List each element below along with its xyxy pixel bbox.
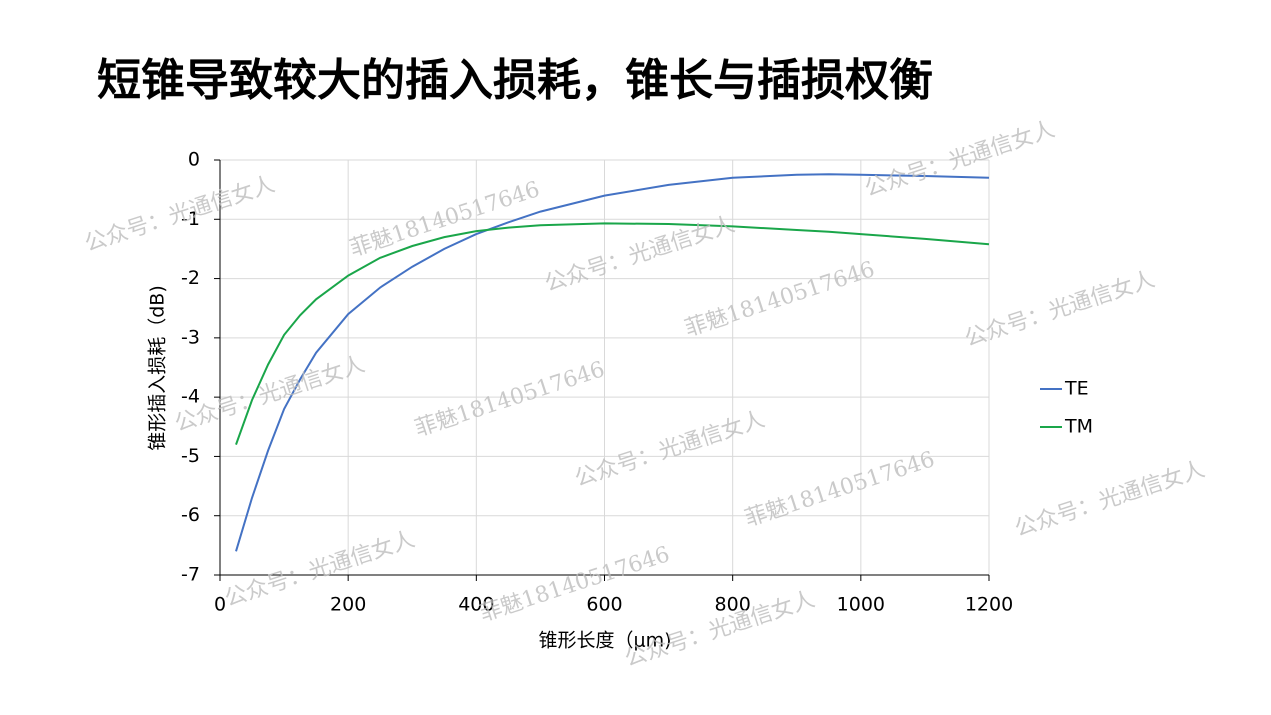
x-tick-label: 600 [586, 594, 622, 616]
x-tick-label: 1000 [837, 594, 885, 616]
legend-label: TE [1064, 378, 1089, 400]
legend-label: TM [1064, 416, 1093, 438]
x-tick-label: 400 [458, 594, 494, 616]
x-tick-label: 0 [214, 594, 226, 616]
y-tick-label: -4 [181, 386, 200, 408]
watermark: 公众号：光通信女人 [572, 407, 768, 492]
line-series [235, 173, 990, 552]
y-axis-label: 锥形插入损耗（dB) [147, 285, 169, 451]
watermark: 公众号：光通信女人 [962, 267, 1158, 352]
y-tick-label: -2 [181, 267, 200, 289]
y-tick-label: -7 [181, 564, 200, 586]
line-series [235, 222, 990, 445]
watermark: 菲魅18140517646 [682, 257, 878, 342]
watermark: 公众号：光通信女人 [1012, 457, 1208, 542]
y-tick-label: -6 [181, 504, 200, 526]
y-tick-label: 0 [188, 149, 200, 171]
watermark: 公众号：光通信女人 [82, 172, 278, 257]
x-tick-label: 200 [330, 594, 366, 616]
y-tick-label: -5 [181, 445, 200, 467]
watermark: 菲魅18140517646 [412, 357, 608, 442]
watermark: 公众号：光通信女人 [172, 352, 368, 437]
x-tick-label: 1200 [965, 594, 1013, 616]
x-axis-label: 锥形长度（μm) [538, 630, 671, 652]
slide-title: 短锥导致较大的插入损耗，锥长与插损权衡 [97, 55, 933, 106]
y-tick-label: -3 [181, 326, 200, 348]
x-tick-label: 800 [715, 594, 751, 616]
watermark: 公众号：光通信女人 [222, 527, 418, 612]
watermark: 菲魅18140517646 [742, 447, 938, 532]
y-tick-label: -1 [181, 208, 200, 230]
watermark: 菲魅18140517646 [477, 542, 673, 627]
